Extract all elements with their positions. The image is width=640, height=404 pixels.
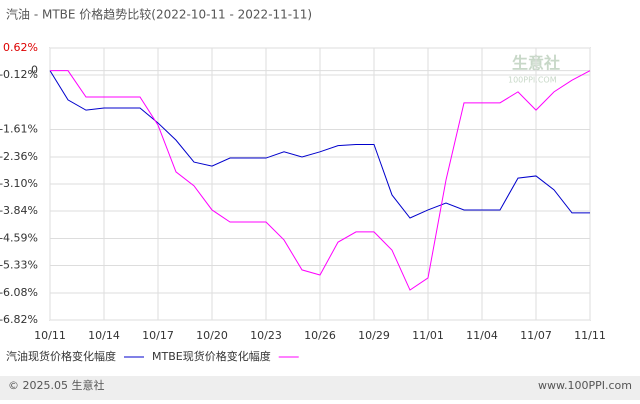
x-tick-label: 10/17 <box>142 329 174 342</box>
footer-bar <box>0 376 640 400</box>
y-tick-label: -0.12% <box>0 68 38 81</box>
y-tick-label: -1.61% <box>0 123 38 136</box>
footer-left: © 2025.05 生意社 <box>8 378 104 392</box>
x-tick-label: 10/20 <box>196 329 228 342</box>
x-tick-label: 11/11 <box>574 329 606 342</box>
y-tick-label: -5.33% <box>0 259 38 272</box>
y-tick-label: -3.10% <box>0 177 38 190</box>
x-tick-label: 11/07 <box>520 329 552 342</box>
x-tick-label: 11/01 <box>412 329 444 342</box>
y-tick-label: -6.82% <box>0 313 38 326</box>
x-tick-label: 10/29 <box>358 329 390 342</box>
x-tick-label: 11/04 <box>466 329 498 342</box>
y-tick-label: -6.08% <box>0 286 38 299</box>
y-tick-label: -4.59% <box>0 231 38 244</box>
watermark-url: 100PPI.COM <box>508 76 557 85</box>
y-tick-label: 0 <box>31 64 38 77</box>
legend-label: 汽油现货价格变化幅度 <box>6 349 116 363</box>
y-tick-label: -2.36% <box>0 150 38 163</box>
x-tick-label: 10/14 <box>88 329 120 342</box>
series-line <box>50 70 591 291</box>
x-tick-label: 10/26 <box>304 329 336 342</box>
legend-label: MTBE现货价格变化幅度 <box>152 349 271 363</box>
y-tick-label: 0.62% <box>3 41 38 54</box>
y-tick-label: -3.84% <box>0 204 38 217</box>
x-tick-label: 10/23 <box>250 329 282 342</box>
footer-right: www.100PPI.com <box>538 379 632 392</box>
series-line <box>49 70 590 219</box>
chart-title: 汽油 - MTBE 价格趋势比较(2022-10-11 - 2022-11-11… <box>6 7 312 22</box>
x-tick-label: 10/11 <box>34 329 66 342</box>
